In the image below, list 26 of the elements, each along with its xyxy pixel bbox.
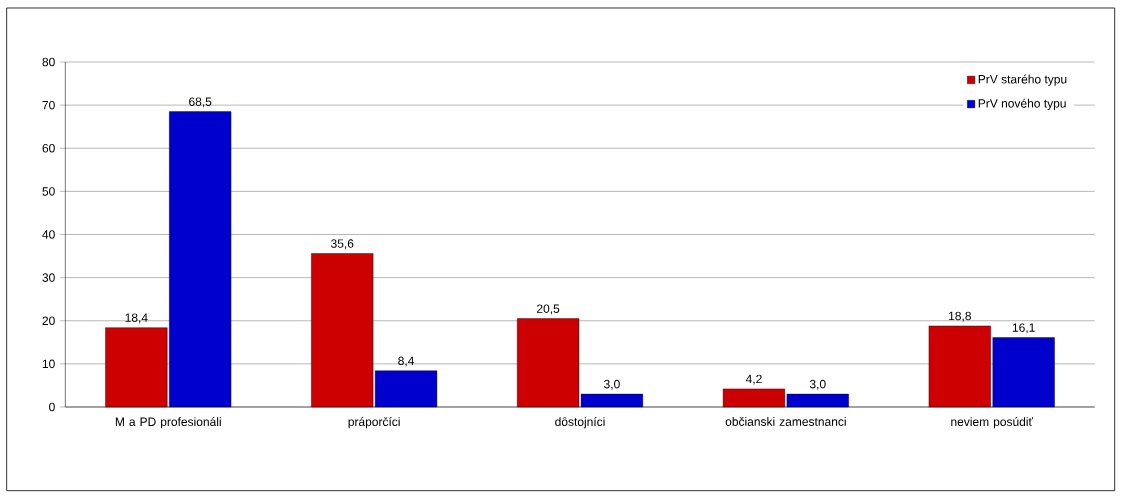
x-tick-label: M a PD profesionáli [115, 417, 221, 429]
data-label: 3,0 [604, 379, 620, 390]
y-tick-label: 10 [42, 359, 55, 369]
data-label: 3,0 [809, 379, 826, 390]
y-tick-label: 60 [42, 144, 55, 153]
data-label: 68,5 [189, 97, 212, 108]
x-tick-label: neviem posúdiť [951, 417, 1034, 429]
data-label: 18,8 [949, 311, 971, 322]
x-tick-label: občianski zamestnanci [725, 417, 846, 426]
data-label: 18,4 [125, 313, 148, 324]
data-label: 35,6 [331, 239, 354, 250]
data-label: 16,1 [1012, 323, 1035, 334]
y-tick-label: 40 [42, 230, 55, 239]
y-tick-label: 0 [49, 402, 55, 412]
legend-label: PrV starého typu [978, 74, 1067, 86]
legend-label: PrV nového typu [978, 98, 1066, 110]
y-tick-label: 70 [42, 100, 55, 110]
x-tick-label: práporčíci [348, 417, 400, 429]
y-tick-label: 20 [42, 316, 55, 326]
data-label: 20,5 [537, 304, 560, 315]
y-tick-label: 30 [42, 273, 55, 282]
data-label: 8,4 [398, 356, 415, 367]
y-tick-label: 50 [42, 187, 55, 196]
y-tick-label: 80 [42, 57, 55, 67]
data-label: 4,2 [745, 374, 762, 385]
x-tick-label: dôstojníci [555, 417, 605, 429]
